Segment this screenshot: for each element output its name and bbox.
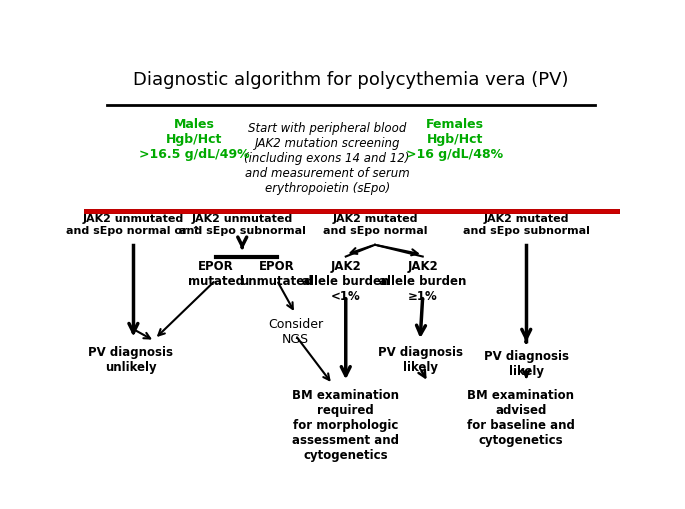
- Text: JAK2
allele burden
≥1%: JAK2 allele burden ≥1%: [379, 259, 466, 302]
- Text: JAK2 unmutated
and sEpo subnormal: JAK2 unmutated and sEpo subnormal: [179, 214, 306, 236]
- Text: JAK2 unmutated
and sEpo normal or ↑: JAK2 unmutated and sEpo normal or ↑: [66, 214, 201, 236]
- Text: BM examination
required
for morphologic
assessment and
cytogenetics: BM examination required for morphologic …: [292, 388, 399, 461]
- Text: PV diagnosis
likely: PV diagnosis likely: [484, 349, 569, 377]
- Text: JAK2
allele burden
<1%: JAK2 allele burden <1%: [302, 259, 390, 302]
- Text: Females
Hgb/Hct
>16 g/dL/48%: Females Hgb/Hct >16 g/dL/48%: [406, 118, 503, 161]
- Text: EPOR
unmutated: EPOR unmutated: [240, 259, 313, 287]
- Text: JAK2 mutated
and sEpo normal: JAK2 mutated and sEpo normal: [323, 214, 427, 236]
- Text: Diagnostic algorithm for polycythemia vera (PV): Diagnostic algorithm for polycythemia ve…: [134, 71, 569, 89]
- Text: JAK2 mutated
and sEpo subnormal: JAK2 mutated and sEpo subnormal: [463, 214, 590, 236]
- Text: Consider
NGS: Consider NGS: [268, 318, 323, 346]
- Text: Start with peripheral blood
JAK2 mutation screening
(including exons 14 and 12)
: Start with peripheral blood JAK2 mutatio…: [245, 122, 410, 194]
- Text: PV diagnosis
likely: PV diagnosis likely: [377, 345, 462, 373]
- Text: EPOR
mutated: EPOR mutated: [188, 259, 244, 287]
- Text: BM examination
advised
for baseline and
cytogenetics: BM examination advised for baseline and …: [467, 388, 575, 446]
- Text: PV diagnosis
unlikely: PV diagnosis unlikely: [88, 345, 173, 373]
- Text: Males
Hgb/Hct
>16.5 g/dL/49%: Males Hgb/Hct >16.5 g/dL/49%: [139, 118, 250, 161]
